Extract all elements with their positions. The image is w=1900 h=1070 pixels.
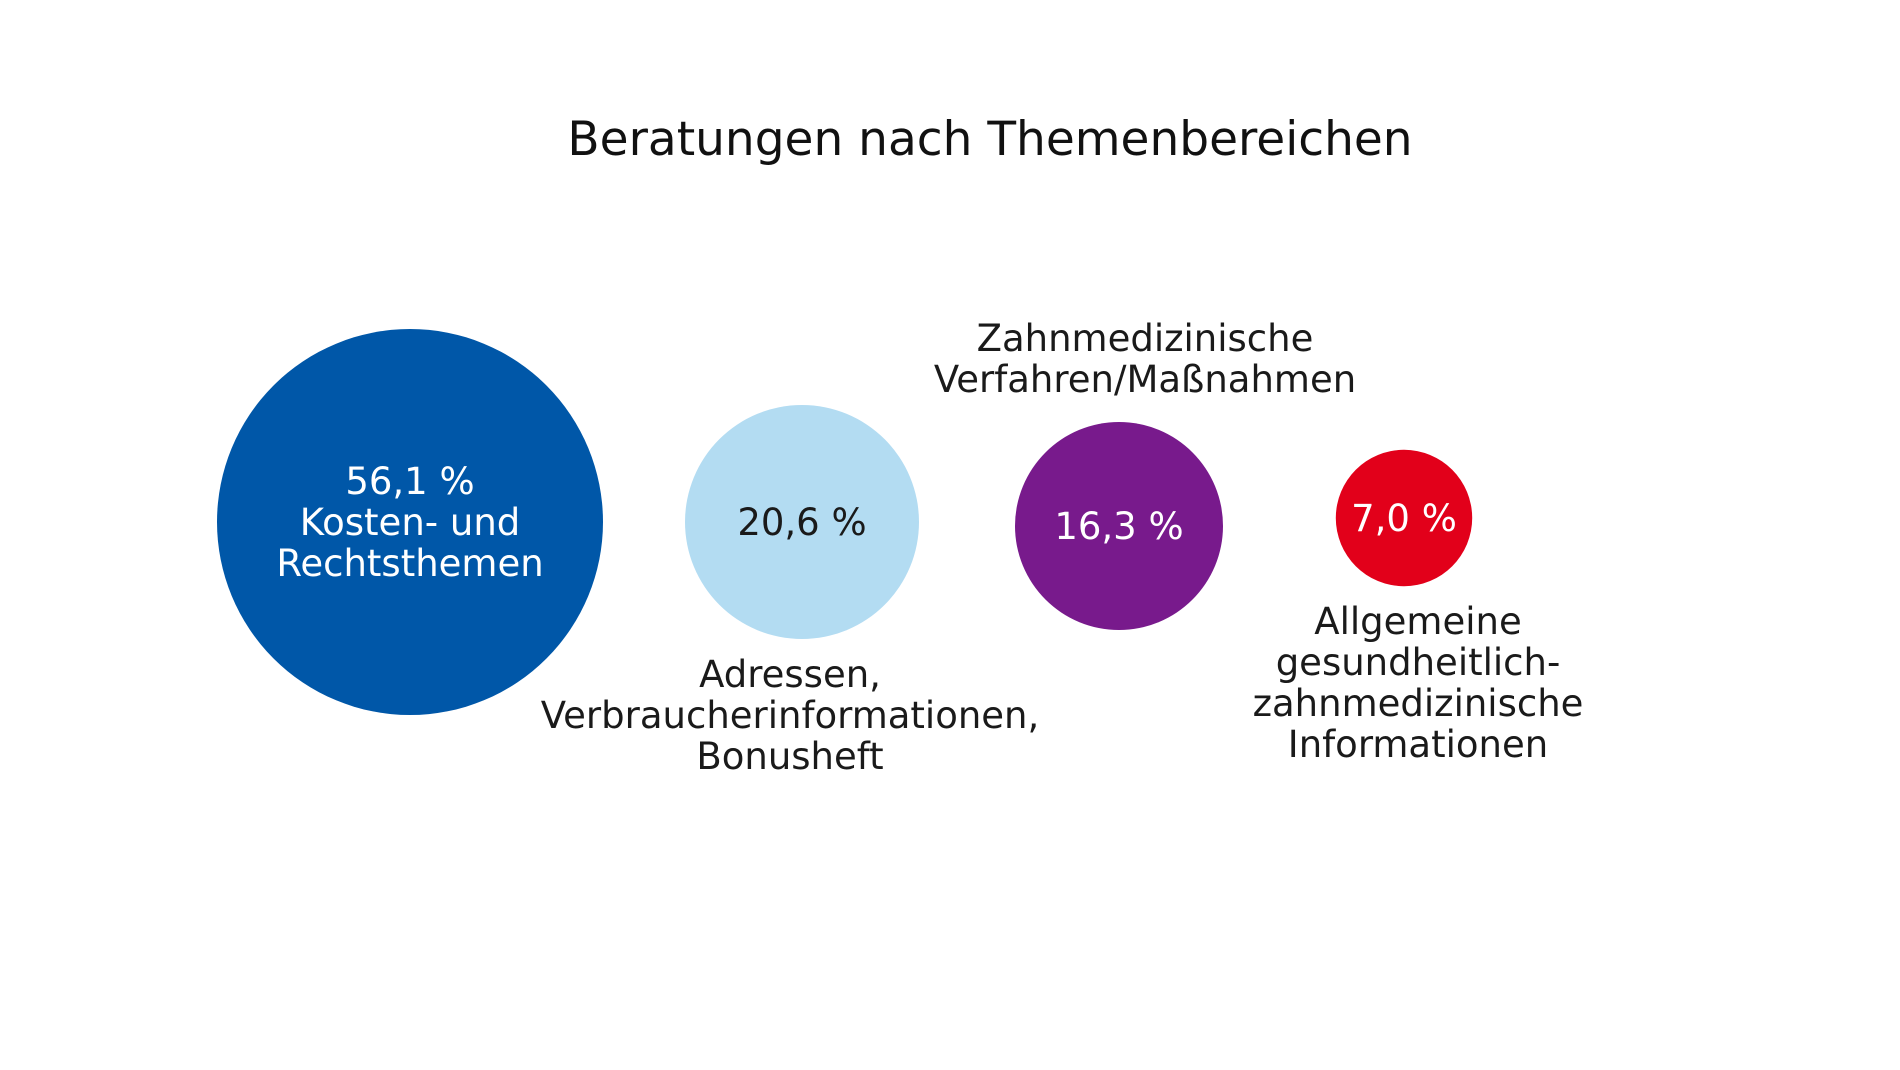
bubble-category-label-3: Verfahren/Maßnahmen xyxy=(934,358,1356,401)
bubble-category-label-1: Rechtsthemen xyxy=(276,542,543,585)
bubble-value-label-4: 7,0 % xyxy=(1351,497,1457,540)
bubble-category-label-3: Zahnmedizinische xyxy=(977,317,1314,360)
bubble-category-label-4: Allgemeine xyxy=(1314,600,1521,643)
bubble-category-label-4: Informationen xyxy=(1288,723,1548,766)
bubble-1 xyxy=(217,329,603,715)
bubble-category-label-4: zahnmedizinische xyxy=(1253,682,1584,725)
bubble-value-label-1: 56,1 % xyxy=(345,460,474,503)
chart-title: Beratungen nach Themenbereichen xyxy=(567,112,1412,167)
bubble-2 xyxy=(685,405,919,639)
bubble-value-label-3: 16,3 % xyxy=(1054,505,1183,548)
bubble-category-label-2: Bonusheft xyxy=(696,735,883,778)
bubble-4 xyxy=(1335,449,1473,587)
bubble-category-label-1: Kosten- und xyxy=(300,501,521,544)
bubble-category-label-2: Adressen, xyxy=(699,653,881,696)
bubble-3 xyxy=(1015,422,1223,630)
bubble-category-label-4: gesundheitlich- xyxy=(1276,641,1561,684)
bubble-value-label-2: 20,6 % xyxy=(737,501,866,544)
bubble-category-label-2: Verbraucherinformationen, xyxy=(541,694,1040,737)
